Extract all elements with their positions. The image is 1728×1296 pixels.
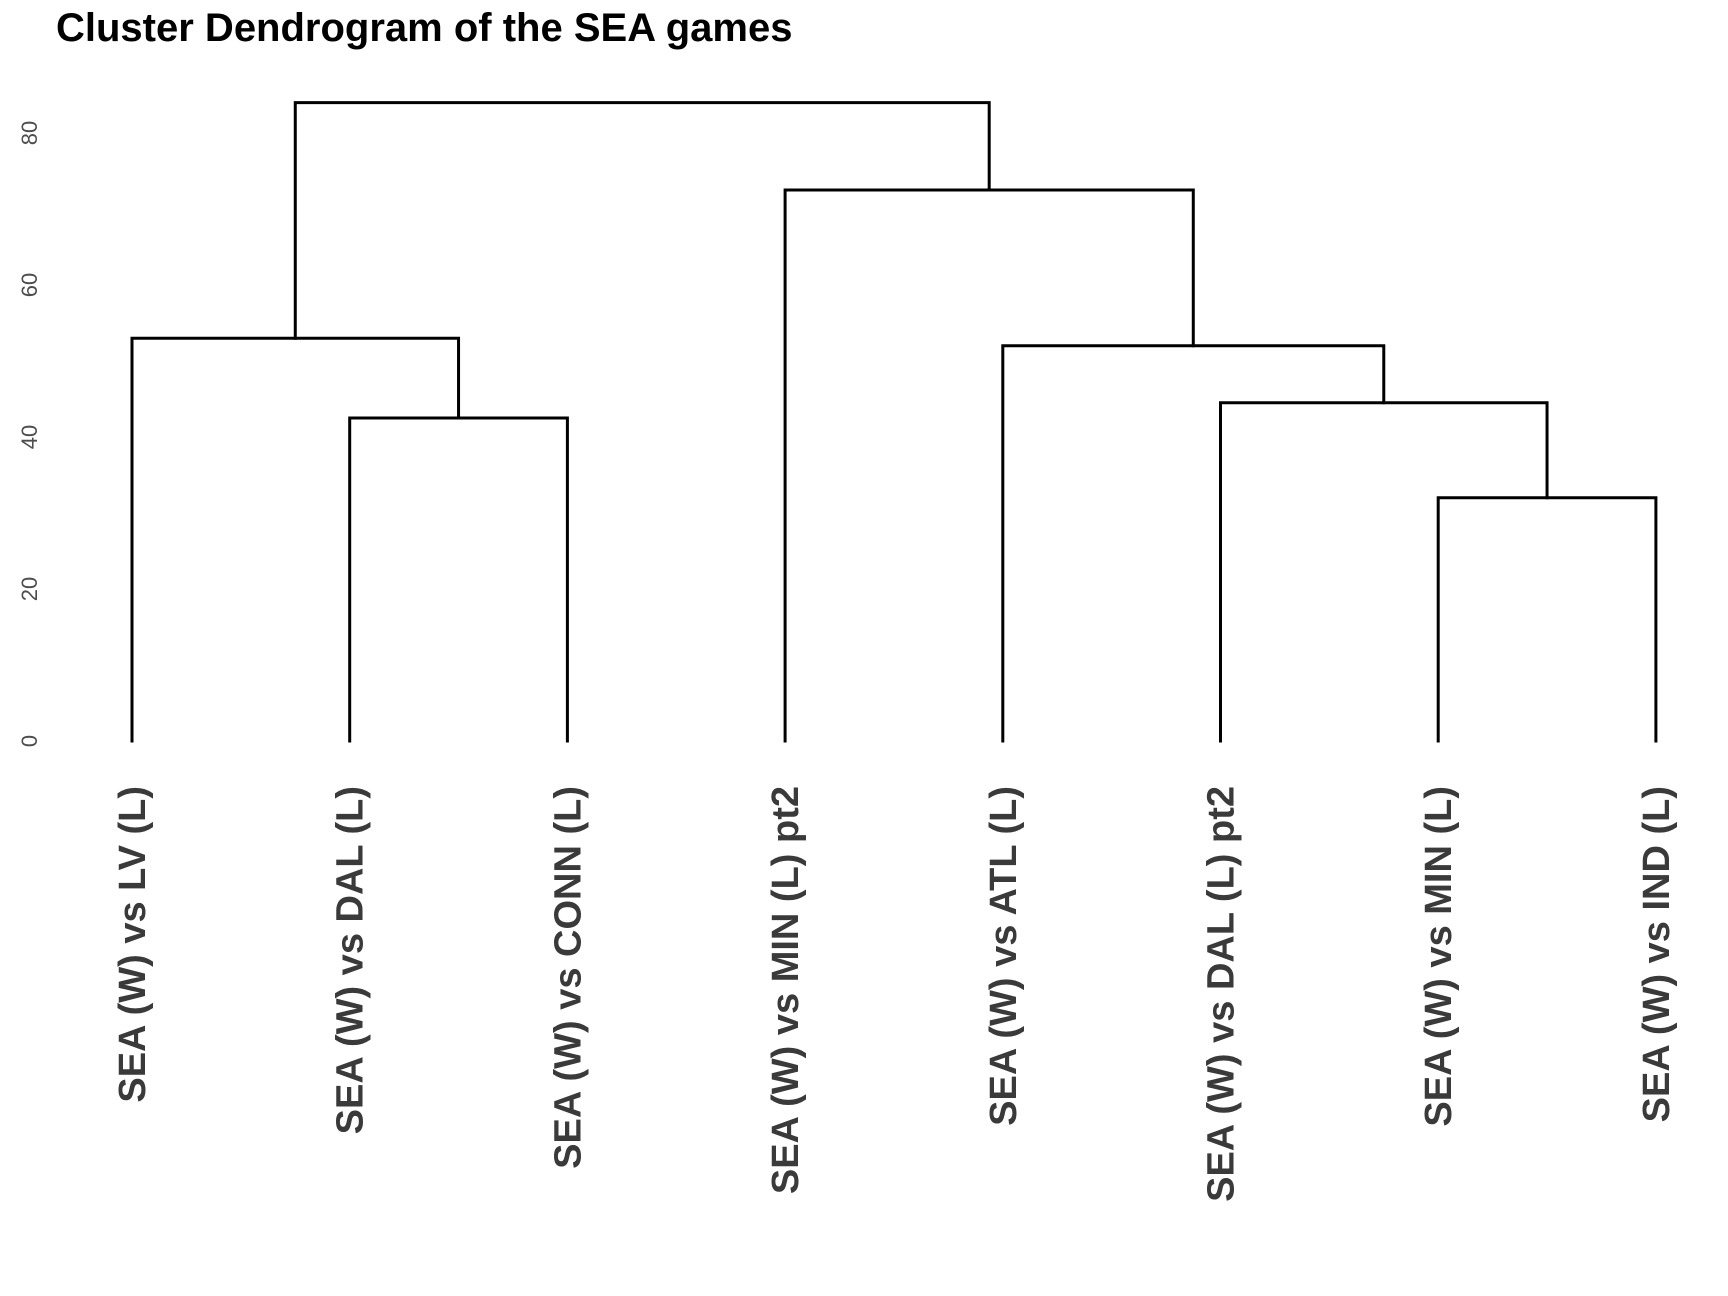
dendrogram-merge-m2	[348, 416, 569, 743]
leaf-label: SEA (W) vs MIN (L) pt2	[765, 786, 807, 1194]
dendrogram-merge-m7	[293, 101, 991, 340]
y-tick-label: 80	[17, 121, 42, 145]
dendrogram-merge-m1	[1436, 496, 1658, 743]
y-tick-label: 20	[17, 577, 42, 601]
dendrogram-merge-m4	[1001, 344, 1386, 743]
y-tick-label: 40	[17, 425, 42, 449]
leaf-label: SEA (W) vs DAL (L)	[330, 786, 372, 1134]
leaf-label: SEA (W) vs IND (L)	[1636, 786, 1678, 1122]
dendrogram-links	[130, 101, 1658, 743]
leaf-label: SEA (W) vs CONN (L)	[547, 786, 589, 1169]
y-axis: 0 20 40 60 80	[17, 121, 42, 747]
y-tick-label: 0	[17, 735, 42, 747]
dendrogram-merge-m5	[130, 336, 461, 743]
leaf-label: SEA (W) vs LV (L)	[112, 786, 154, 1103]
leaf-label: SEA (W) vs MIN (L)	[1418, 786, 1460, 1127]
leaf-labels: SEA (W) vs LV (L) SEA (W) vs DAL (L) SEA (…	[112, 786, 1678, 1202]
dendrogram-merge-m3	[1219, 401, 1549, 743]
dendrogram-merge-m6	[783, 188, 1195, 743]
leaf-label: SEA (W) vs ATL (L)	[983, 786, 1025, 1126]
leaf-label: SEA (W) vs DAL (L) pt2	[1201, 786, 1243, 1202]
chart-title: Cluster Dendrogram of the SEA games	[56, 6, 793, 50]
y-tick-label: 60	[17, 273, 42, 297]
